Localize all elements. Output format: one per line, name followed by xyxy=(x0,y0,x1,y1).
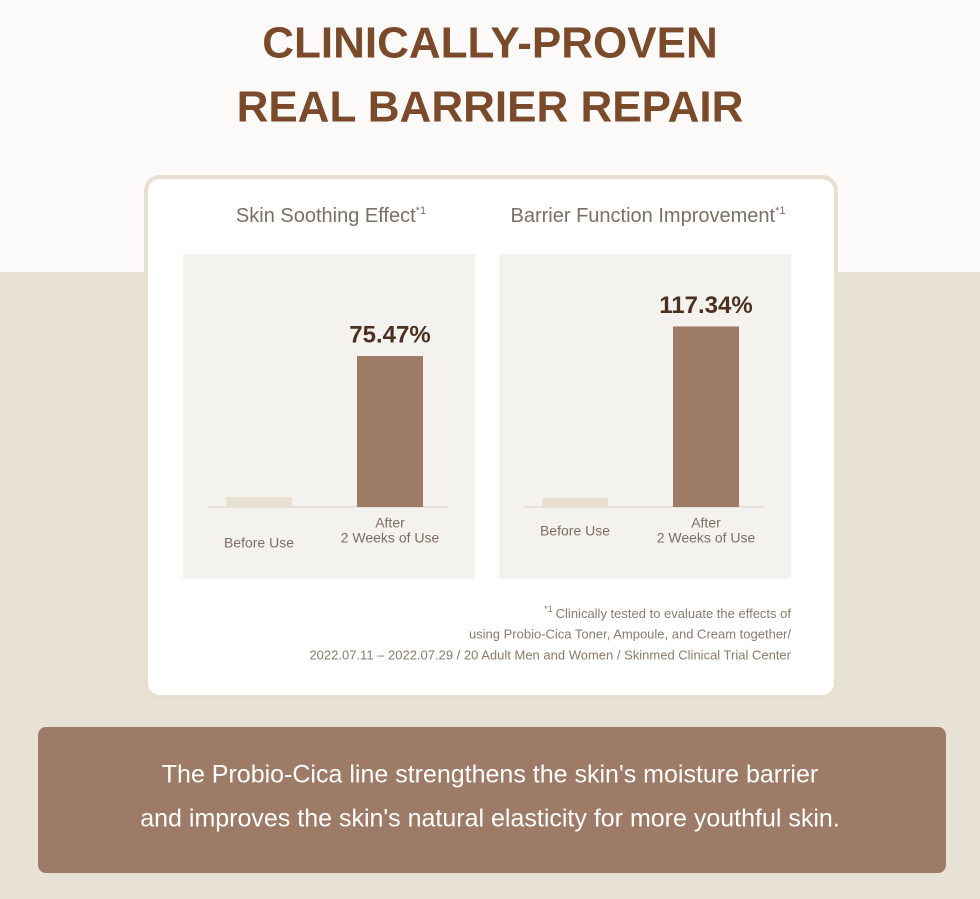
chart-title-note: *1 xyxy=(775,205,785,217)
chart-title: Barrier Function Improvement*1 xyxy=(511,205,786,227)
chart-title-text: Skin Soothing Effect xyxy=(236,205,416,227)
category-label: After xyxy=(691,515,721,531)
category-label: 2 Weeks of Use xyxy=(341,530,440,546)
banner-text: The Probio-Cica line strengthens the ski… xyxy=(162,761,818,789)
category-label: Before Use xyxy=(540,523,610,539)
chart-panel xyxy=(183,254,475,579)
footnote-text: using Probio-Cica Toner, Ampoule, and Cr… xyxy=(469,626,791,641)
bar xyxy=(226,497,292,507)
value-label: 117.34% xyxy=(659,292,752,319)
bar xyxy=(542,497,608,507)
category-label: Before Use xyxy=(224,535,294,551)
chart-title: Skin Soothing Effect*1 xyxy=(236,205,426,227)
value-label: 75.47% xyxy=(349,321,430,348)
footnote: *1 Clinically tested to evaluate the effe… xyxy=(544,604,791,621)
chart-title-note: *1 xyxy=(416,205,426,217)
chart-panel xyxy=(499,254,791,579)
banner xyxy=(38,727,946,873)
footnote-text: Clinically tested to evaluate the effect… xyxy=(556,606,792,621)
title-line: CLINICALLY-PROVEN xyxy=(262,19,718,68)
bar xyxy=(357,356,423,507)
bar xyxy=(673,326,739,507)
footnote-text: 2022.07.11 – 2022.07.29 / 20 Adult Men a… xyxy=(309,647,791,662)
banner-text: and improves the skin's natural elastici… xyxy=(140,805,840,833)
footnote-marker: *1 xyxy=(544,604,553,614)
category-label: 2 Weeks of Use xyxy=(657,530,756,546)
category-label: After xyxy=(375,515,405,531)
title-line: REAL BARRIER REPAIR xyxy=(237,83,744,132)
chart-title-text: Barrier Function Improvement xyxy=(511,205,776,227)
